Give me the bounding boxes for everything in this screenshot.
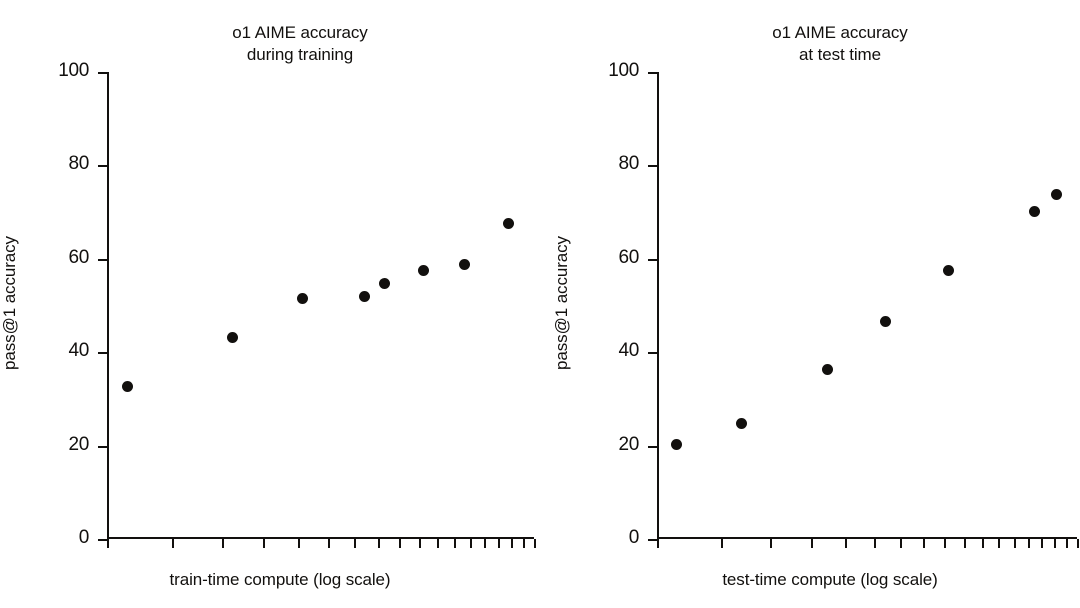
x-axis-tick: [998, 539, 1001, 548]
x-axis-tick: [944, 539, 947, 548]
x-axis-tick: [107, 539, 109, 548]
y-axis-label-training: pass@1 accuracy: [0, 236, 19, 370]
y-axis-tick-label: 40: [68, 340, 89, 362]
y-axis-tick: 40: [618, 340, 657, 361]
x-axis-tick: [810, 539, 813, 548]
x-axis-tick: [900, 539, 903, 548]
x-axis-tick: [469, 539, 472, 548]
x-axis-tick: [923, 539, 926, 548]
x-axis-tick: [963, 539, 966, 548]
x-axis-tick: [874, 539, 877, 548]
plot-area-training: 0 20 40 60 80 100: [58, 60, 536, 548]
x-axis-tick: [453, 539, 456, 548]
x-axis-line-training: [107, 537, 534, 539]
x-axis-tick: [657, 539, 659, 548]
scatter-point: [297, 292, 309, 304]
y-axis-tick-label: 0: [78, 527, 90, 548]
y-axis-tick-label: 0: [628, 527, 640, 548]
y-axis-tick: 40: [68, 340, 107, 361]
x-axis-tick: [484, 539, 487, 548]
plot-area-test-time: 0 20 40 60 80 100: [608, 60, 1079, 548]
x-axis-tick: [1027, 539, 1030, 548]
panel-title-test-time: o1 AIME accuracy at test time: [772, 23, 908, 64]
panel-title-training: o1 AIME accuracy during training: [232, 23, 368, 64]
x-axis-tick: [418, 539, 421, 548]
y-axis-tick: 100: [58, 60, 107, 81]
x-axis-tick: [1066, 539, 1069, 548]
x-axis-tick: [399, 539, 402, 548]
scatter-point: [503, 218, 515, 230]
scatter-point: [379, 277, 391, 289]
scatter-point: [418, 265, 430, 277]
scatter-point: [121, 381, 133, 393]
y-axis-tick-label: 20: [618, 433, 639, 455]
y-axis-tick: 60: [68, 247, 107, 268]
scatter-point: [459, 259, 471, 271]
scatter-point: [1051, 188, 1063, 200]
y-axis-tick: 20: [618, 434, 657, 455]
scatter-point: [227, 332, 239, 344]
y-axis-tick: 80: [618, 153, 657, 174]
x-axis-tick: [354, 539, 357, 548]
x-axis-tick: [437, 539, 440, 548]
x-axis-tick: [377, 539, 380, 548]
x-axis-label-test-time: test-time compute (log scale): [722, 570, 938, 589]
chart-panel-training: o1 AIME accuracy during training pass@1 …: [0, 23, 536, 589]
y-axis-tick: 0: [79, 527, 107, 548]
x-axis-tick: [844, 539, 847, 548]
x-axis-tick: [497, 539, 500, 548]
scatter-point: [880, 316, 892, 328]
y-axis-tick-label: 20: [68, 433, 89, 455]
y-axis-tick-label: 100: [608, 60, 639, 81]
y-axis-tick-label: 60: [68, 246, 89, 268]
x-axis-label-training: train-time compute (log scale): [169, 570, 391, 589]
x-axis-tick: [1077, 539, 1079, 548]
y-axis-line-test-time: [657, 72, 659, 539]
y-axis-label-test-time: pass@1 accuracy: [552, 236, 571, 370]
x-axis-tick: [222, 539, 225, 548]
chart-panel-test-time: o1 AIME accuracy at test time pass@1 acc…: [540, 0, 1080, 608]
y-axis-line-training: [107, 72, 109, 539]
y-axis-tick: 80: [68, 153, 107, 174]
y-axis-tick-label: 80: [618, 153, 639, 175]
scatter-point: [942, 264, 954, 276]
x-axis-line-test-time: [657, 537, 1077, 539]
scatter-point: [671, 438, 683, 450]
x-axis-tick: [1053, 539, 1056, 548]
x-axis-tick: [522, 539, 525, 548]
y-axis-tick-label: 80: [68, 153, 89, 175]
y-axis-tick-label: 40: [618, 340, 639, 362]
y-axis-tick: 0: [629, 527, 657, 548]
x-axis-tick: [720, 539, 723, 548]
y-axis-tick: 100: [608, 60, 657, 81]
x-axis-tick: [297, 539, 300, 548]
x-axis-tick: [171, 539, 174, 548]
x-axis-tick: [770, 539, 773, 548]
scatter-point: [1028, 205, 1040, 217]
x-axis-tick: [263, 539, 266, 548]
x-axis-tick: [1013, 539, 1016, 548]
x-axis-tick: [1041, 539, 1044, 548]
y-axis-tick-label: 100: [58, 60, 89, 81]
scatter-point: [358, 290, 370, 302]
x-axis-tick: [534, 539, 536, 548]
x-axis-tick: [981, 539, 984, 548]
x-axis-tick: [510, 539, 513, 548]
y-axis-tick: 60: [618, 247, 657, 268]
y-axis-tick: 20: [68, 434, 107, 455]
scatter-point: [822, 364, 834, 376]
scatter-point: [736, 417, 748, 429]
y-axis-tick-label: 60: [618, 246, 639, 268]
x-axis-tick: [327, 539, 330, 548]
